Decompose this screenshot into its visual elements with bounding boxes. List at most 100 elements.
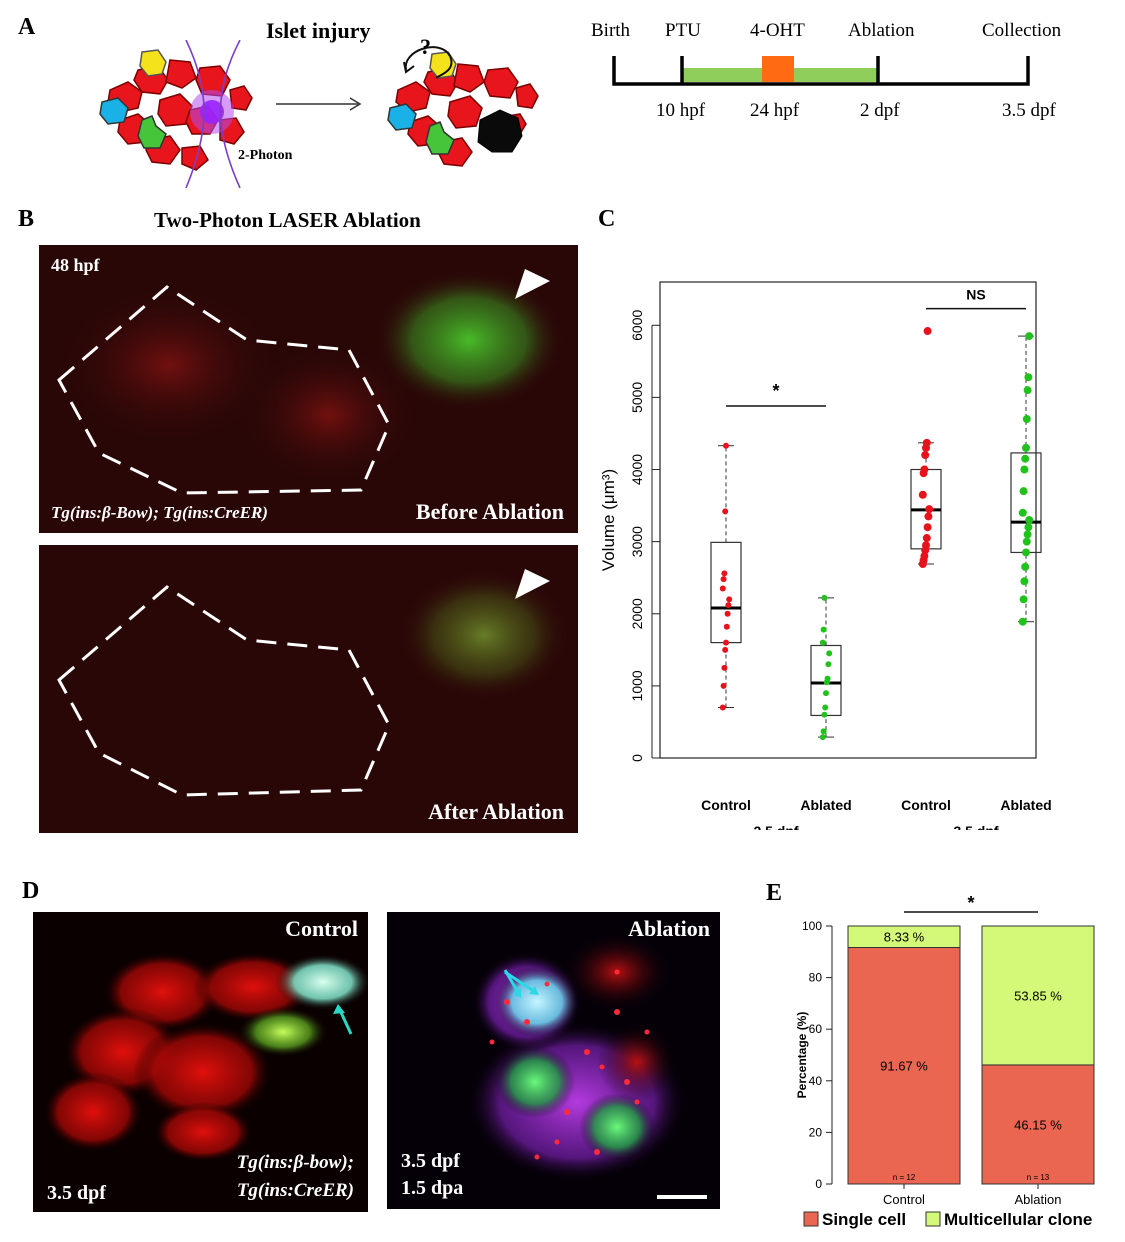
arrow-icon [529, 986, 539, 995]
data-point [922, 541, 930, 550]
islet-injury-illustration [99, 40, 539, 189]
after-ablation-image: After Ablation [39, 545, 578, 833]
scale-bar [657, 1195, 707, 1199]
timeline [612, 56, 1030, 86]
legend-label: Single cell [822, 1210, 906, 1229]
data-point [819, 639, 826, 646]
after-ablation-label: After Ablation [428, 799, 564, 824]
y-tick-label: 2000 [629, 598, 645, 629]
data-point [922, 438, 931, 447]
data-point [725, 602, 732, 609]
data-point [924, 512, 933, 521]
data-point [820, 728, 827, 735]
timeline-time-24hpf: 24 hpf [750, 100, 800, 121]
data-point [824, 675, 831, 682]
before-ablation-label: Before Ablation [415, 499, 564, 524]
y-tick-label: 3000 [629, 526, 645, 557]
data-point [721, 664, 728, 671]
data-point [1025, 332, 1034, 341]
data-point [1024, 373, 1033, 382]
bar-segment [847, 946, 961, 1185]
data-point [821, 594, 828, 601]
y-tick-label: 20 [809, 1125, 823, 1139]
data-point [825, 661, 832, 668]
data-point [819, 734, 826, 741]
data-point [823, 690, 829, 697]
y-tick-label: 80 [809, 971, 823, 985]
stage-label: 2.5 dpf [753, 823, 798, 830]
timeline-time-10hpf: 10 hpf [656, 100, 706, 121]
control-label: Control [285, 916, 358, 941]
control-stage-label: 3.5 dpf [47, 1182, 106, 1204]
data-point [1019, 487, 1028, 496]
group-label: Control [701, 797, 751, 813]
bar-value-label: 8.33 % [884, 930, 925, 945]
data-point [723, 639, 729, 646]
data-point [1025, 516, 1034, 524]
ablation-stage-line2: 1.5 dpa [401, 1177, 464, 1199]
data-point [1023, 530, 1032, 539]
data-point [923, 523, 932, 532]
data-point [719, 704, 726, 711]
data-point [724, 610, 731, 617]
plot-frame [659, 281, 1037, 759]
y-tick-label: 40 [809, 1074, 823, 1088]
data-point [723, 623, 730, 630]
data-point [826, 650, 833, 657]
stage-label: 48 hpf [51, 255, 100, 275]
data-point [1022, 415, 1031, 424]
panel-label-b: B [18, 206, 35, 232]
panel-label-d: D [22, 878, 40, 904]
genotype-line1: Tg(ins:β-bow); [236, 1152, 354, 1173]
y-tick-label: 1000 [629, 670, 645, 701]
before-ablation-image: 48 hpf Tg(ins:β-Bow); Tg(ins:CreER) Befo… [39, 245, 578, 533]
timeline-label-birth: Birth [591, 20, 631, 41]
data-point [723, 442, 729, 449]
data-point [721, 570, 728, 577]
data-point [822, 704, 829, 711]
arrow-icon [513, 988, 521, 998]
timeline-label-ptu: PTU [665, 20, 701, 41]
panel-label-a: A [18, 14, 36, 40]
group-label: Control [901, 797, 951, 813]
y-tick-label: 0 [629, 754, 645, 762]
arrow-icon [333, 1004, 345, 1014]
data-point [1018, 617, 1027, 626]
y-tick-label: 100 [802, 919, 822, 933]
y-axis-label: Percentage (%) [795, 1012, 809, 1099]
data-point [820, 626, 827, 633]
legend-label: Multicellular clone [944, 1210, 1092, 1229]
data-point [1020, 465, 1029, 474]
arrowhead-icon [515, 269, 550, 299]
ablation-clone-image: Ablation 3.5 dpf 1.5 dpa [387, 912, 720, 1209]
category-label: Control [883, 1192, 925, 1207]
ablation-stage-line1: 3.5 dpf [401, 1150, 460, 1172]
data-point [1019, 595, 1028, 604]
control-clone-image: Control 3.5 dpf Tg(ins:β-bow); Tg(ins:Cr… [33, 912, 368, 1212]
data-point [923, 327, 932, 336]
data-point [1022, 548, 1030, 557]
y-tick-label: 6000 [629, 309, 645, 340]
bar-value-label: 53.85 % [1014, 988, 1062, 1003]
timeline-time-35dpf: 3.5 dpf [1002, 100, 1056, 121]
data-point [921, 451, 930, 460]
volume-box-plot: 0 1000 2000 3000 4000 5000 6000 Volume (μm³) Con… [599, 281, 1052, 830]
n-label: n = 12 [893, 1173, 916, 1182]
data-point [720, 682, 727, 689]
data-point [719, 585, 726, 592]
significance-label: NS [966, 287, 985, 303]
y-tick-label: 5000 [629, 382, 645, 413]
data-point [920, 465, 929, 474]
data-point [925, 505, 934, 514]
panel-label-c: C [598, 206, 616, 232]
data-point [1020, 577, 1029, 586]
data-point [821, 711, 828, 718]
group-label: Ablated [800, 797, 851, 813]
significance-label: * [967, 893, 974, 913]
y-tick-label: 0 [815, 1177, 822, 1191]
significance-label: * [772, 381, 779, 401]
group-label: Ablated [1000, 797, 1051, 813]
timeline-label-collection: Collection [982, 20, 1062, 41]
data-point [720, 576, 727, 583]
islet-after-icon [387, 51, 539, 167]
